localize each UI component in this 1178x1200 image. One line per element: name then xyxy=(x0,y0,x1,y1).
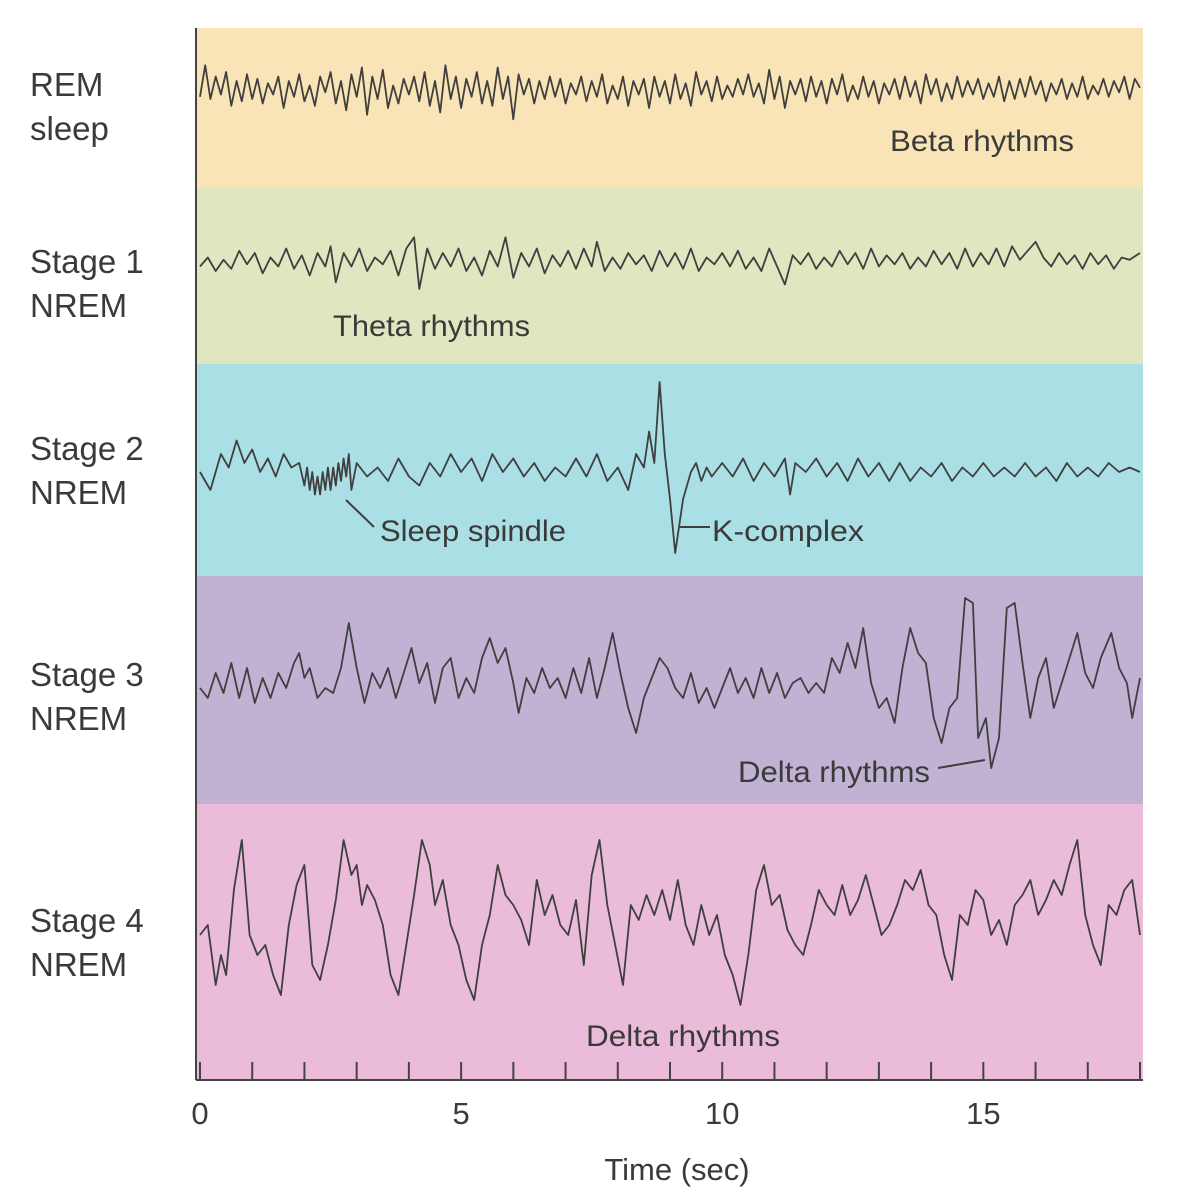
panel-stage3 xyxy=(196,576,1143,804)
stage-label-stage4-line2: NREM xyxy=(30,946,128,983)
annotation-beta-rhythms: Beta rhythms xyxy=(890,125,1074,158)
panel-stage2 xyxy=(196,364,1143,576)
stage-label-stage3-line2: NREM xyxy=(30,700,128,737)
stage-label-stage3-line1: Stage 3 xyxy=(30,656,144,693)
panel-stage1 xyxy=(196,188,1143,364)
stage-label-rem: REM sleep xyxy=(30,63,190,151)
stage-label-rem-line2: sleep xyxy=(30,110,109,147)
traces-group xyxy=(199,64,1141,1006)
stage-label-stage3: Stage 3 NREM xyxy=(30,653,190,741)
annotation-delta-rhythms-stage4: Delta rhythms xyxy=(586,1020,780,1053)
annotation-k-complex: K-complex xyxy=(712,515,864,548)
stage-label-stage4: Stage 4 NREM xyxy=(30,899,190,987)
x-ticks-group: 0 5 10 15 xyxy=(191,1062,1141,1131)
sleep-spindle-pointer xyxy=(345,499,375,528)
eeg-trace-stage2 xyxy=(199,381,1141,554)
x-tick-label: 10 xyxy=(705,1096,739,1131)
stage-label-stage4-line1: Stage 4 xyxy=(30,902,144,939)
stage-label-stage1-line1: Stage 1 xyxy=(30,243,144,280)
panel-stage4 xyxy=(196,804,1143,1080)
stage-label-stage2: Stage 2 NREM xyxy=(30,427,190,515)
annotation-delta-rhythms-stage3: Delta rhythms xyxy=(738,756,930,789)
stage-label-rem-line1: REM xyxy=(30,66,104,103)
annotation-sleep-spindle: Sleep spindle xyxy=(380,515,566,548)
x-tick-label: 5 xyxy=(452,1096,469,1131)
stage-label-stage1: Stage 1 NREM xyxy=(30,240,190,328)
eeg-trace-stage3 xyxy=(199,597,1141,769)
annotation-theta-rhythms: Theta rhythms xyxy=(333,310,530,343)
x-tick-label: 15 xyxy=(966,1096,1000,1131)
eeg-trace-stage1 xyxy=(199,236,1141,290)
stage-label-stage2-line2: NREM xyxy=(30,474,128,511)
x-tick-label: 0 xyxy=(191,1096,208,1131)
eeg-trace-rem xyxy=(199,64,1141,121)
eeg-trace-stage4 xyxy=(199,839,1141,1006)
panel-rem xyxy=(196,28,1143,188)
stage-label-stage1-line2: NREM xyxy=(30,287,128,324)
x-axis-title: Time (sec) xyxy=(604,1152,749,1187)
stage-label-stage2-line1: Stage 2 xyxy=(30,430,144,467)
delta-rhythms-pointer xyxy=(937,759,986,769)
